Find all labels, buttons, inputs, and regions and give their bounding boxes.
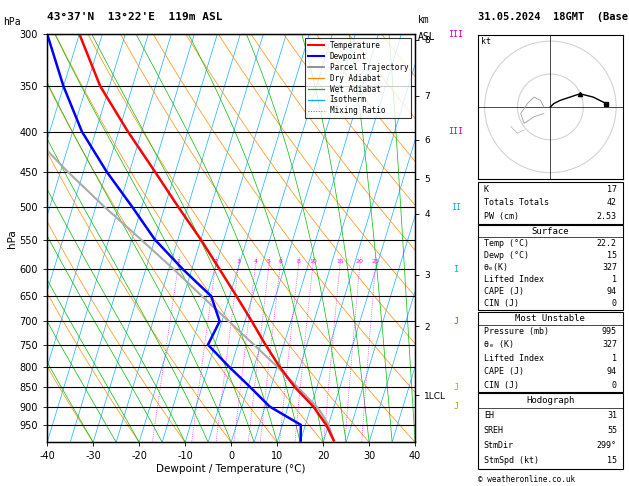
Text: CAPE (J): CAPE (J) bbox=[484, 367, 524, 376]
Text: 25: 25 bbox=[372, 259, 379, 264]
Legend: Temperature, Dewpoint, Parcel Trajectory, Dry Adiabat, Wet Adiabat, Isotherm, Mi: Temperature, Dewpoint, Parcel Trajectory… bbox=[305, 38, 411, 119]
Text: CAPE (J): CAPE (J) bbox=[484, 287, 524, 296]
Text: II: II bbox=[451, 203, 461, 212]
Text: Hodograph: Hodograph bbox=[526, 396, 574, 405]
Text: 55: 55 bbox=[607, 426, 617, 435]
Text: 2.53: 2.53 bbox=[597, 212, 617, 221]
Y-axis label: hPa: hPa bbox=[7, 229, 17, 247]
Text: K: K bbox=[484, 185, 489, 193]
Text: 15: 15 bbox=[607, 251, 617, 260]
Text: kt: kt bbox=[481, 37, 491, 47]
Text: 22.2: 22.2 bbox=[597, 239, 617, 248]
Text: CIN (J): CIN (J) bbox=[484, 299, 519, 309]
Text: 31.05.2024  18GMT  (Base: 18): 31.05.2024 18GMT (Base: 18) bbox=[478, 12, 629, 22]
Text: 15: 15 bbox=[336, 259, 344, 264]
Text: 17: 17 bbox=[607, 185, 617, 193]
Text: Totals Totals: Totals Totals bbox=[484, 198, 549, 208]
Text: 2: 2 bbox=[213, 259, 218, 264]
Text: hPa: hPa bbox=[3, 17, 21, 27]
Text: 4: 4 bbox=[253, 259, 257, 264]
Text: I: I bbox=[454, 264, 459, 274]
Text: 8: 8 bbox=[296, 259, 300, 264]
Text: Surface: Surface bbox=[532, 226, 569, 236]
X-axis label: Dewpoint / Temperature (°C): Dewpoint / Temperature (°C) bbox=[157, 464, 306, 474]
Text: Dewp (°C): Dewp (°C) bbox=[484, 251, 529, 260]
Text: 10: 10 bbox=[309, 259, 316, 264]
Text: © weatheronline.co.uk: © weatheronline.co.uk bbox=[478, 474, 575, 484]
Text: 94: 94 bbox=[607, 367, 617, 376]
Text: 31: 31 bbox=[607, 411, 617, 420]
Text: SREH: SREH bbox=[484, 426, 504, 435]
Text: θₑ (K): θₑ (K) bbox=[484, 340, 514, 349]
Text: km: km bbox=[418, 15, 430, 25]
Text: 3: 3 bbox=[237, 259, 240, 264]
Text: Lifted Index: Lifted Index bbox=[484, 275, 544, 284]
Text: III: III bbox=[448, 127, 464, 136]
Text: Temp (°C): Temp (°C) bbox=[484, 239, 529, 248]
Text: 299°: 299° bbox=[597, 441, 617, 451]
Text: 327: 327 bbox=[602, 263, 617, 272]
Text: 1: 1 bbox=[612, 275, 617, 284]
Text: 995: 995 bbox=[602, 327, 617, 336]
Text: 0: 0 bbox=[612, 299, 617, 309]
Text: StmSpd (kt): StmSpd (kt) bbox=[484, 456, 539, 466]
Text: 327: 327 bbox=[602, 340, 617, 349]
Text: 6: 6 bbox=[278, 259, 282, 264]
Text: J: J bbox=[454, 382, 459, 392]
Text: EH: EH bbox=[484, 411, 494, 420]
Text: 0: 0 bbox=[612, 381, 617, 390]
Text: PW (cm): PW (cm) bbox=[484, 212, 519, 221]
Text: III: III bbox=[448, 30, 464, 38]
Text: 20: 20 bbox=[356, 259, 364, 264]
Text: Most Unstable: Most Unstable bbox=[515, 313, 586, 323]
Text: 5: 5 bbox=[267, 259, 271, 264]
Text: Pressure (mb): Pressure (mb) bbox=[484, 327, 549, 336]
Text: 1: 1 bbox=[176, 259, 180, 264]
Text: 15: 15 bbox=[607, 456, 617, 466]
Text: θₑ(K): θₑ(K) bbox=[484, 263, 509, 272]
Text: ASL: ASL bbox=[418, 32, 436, 42]
Text: 94: 94 bbox=[607, 287, 617, 296]
Text: 42: 42 bbox=[607, 198, 617, 208]
Text: J: J bbox=[454, 317, 459, 326]
Text: J: J bbox=[454, 402, 459, 411]
Text: StmDir: StmDir bbox=[484, 441, 514, 451]
Text: 1: 1 bbox=[612, 354, 617, 363]
Text: 43°37'N  13°22'E  119m ASL: 43°37'N 13°22'E 119m ASL bbox=[47, 12, 223, 22]
Text: Lifted Index: Lifted Index bbox=[484, 354, 544, 363]
Text: CIN (J): CIN (J) bbox=[484, 381, 519, 390]
